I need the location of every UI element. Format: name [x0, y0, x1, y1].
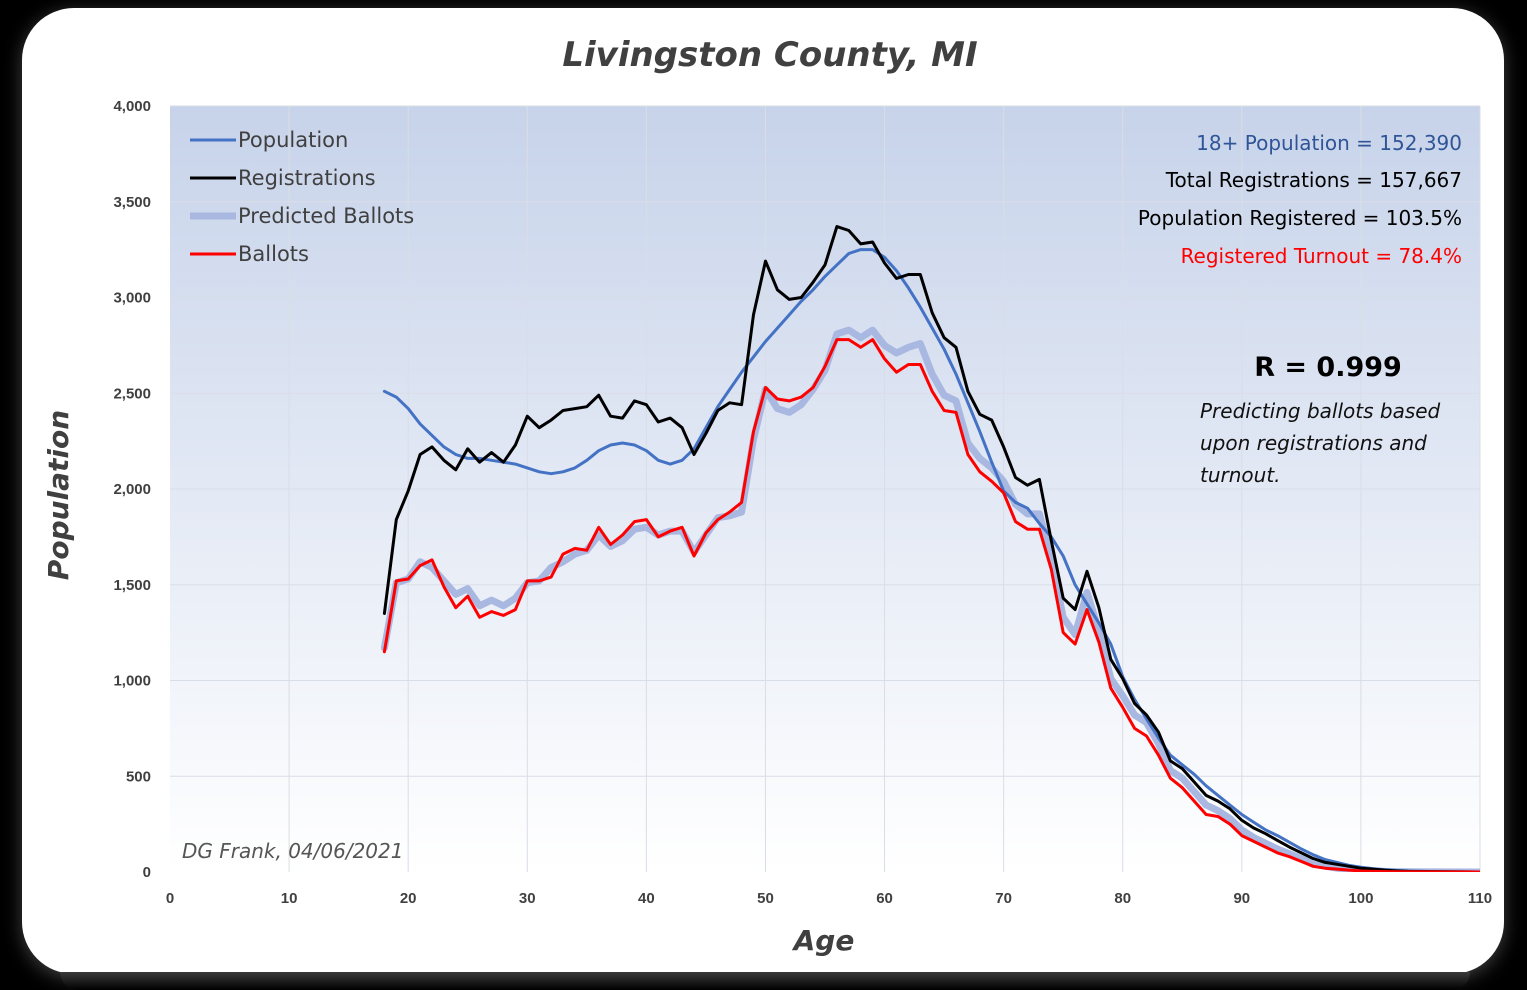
legend-label-predicted-ballots: Predicted Ballots — [238, 204, 414, 228]
x-tick-label: 10 — [281, 890, 298, 907]
x-axis-title: Age — [792, 924, 855, 957]
y-tick-label: 1,500 — [113, 577, 151, 594]
series-line-registrations — [382, 225, 1480, 872]
y-tick-label: 0 — [143, 864, 151, 881]
chart-title: Livingston County, MI — [562, 35, 977, 75]
legend-label-population: Population — [238, 128, 348, 152]
x-axis-ticks: 0 10 20 30 40 50 60 70 80 90 100 110 — [166, 890, 1492, 907]
author-credit: DG Frank, 04/06/2021 — [182, 839, 403, 863]
x-tick-label: 60 — [876, 890, 893, 907]
series-line-predicted-ballots — [380, 326, 1480, 872]
note-line-3: turnout. — [1200, 463, 1281, 487]
x-tick-label: 80 — [1114, 890, 1131, 907]
note-line-2: upon registrations and — [1200, 431, 1427, 455]
x-tick-label: 100 — [1348, 890, 1373, 907]
y-tick-label: 3,000 — [113, 290, 151, 307]
series-line-ballots — [382, 338, 1480, 872]
legend: Population Registrations Predicted Ballo… — [190, 128, 414, 266]
stat-population-registered: Population Registered = 103.5% — [1138, 206, 1462, 230]
y-tick-label: 500 — [126, 768, 151, 785]
y-tick-label: 3,500 — [113, 194, 151, 211]
series-layer — [380, 225, 1480, 872]
stat-population: 18+ Population = 152,390 — [1196, 131, 1462, 155]
x-tick-label: 20 — [400, 890, 417, 907]
x-tick-label: 70 — [995, 890, 1012, 907]
y-axis-title: Population — [42, 410, 75, 580]
r-value: R = 0.999 — [1254, 352, 1402, 383]
x-tick-label: 110 — [1468, 890, 1492, 907]
series-line-population — [382, 248, 1480, 872]
legend-label-registrations: Registrations — [238, 166, 376, 190]
x-tick-label: 40 — [638, 890, 655, 907]
note-line-1: Predicting ballots based — [1200, 399, 1441, 423]
y-tick-label: 1,000 — [113, 673, 151, 690]
stat-registrations: Total Registrations = 157,667 — [1165, 168, 1462, 192]
legend-label-ballots: Ballots — [238, 242, 309, 266]
y-axis-ticks: 0 500 1,000 1,500 2,000 2,500 3,000 3,500 4,000 — [113, 98, 151, 881]
stat-registered-turnout: Registered Turnout = 78.4% — [1181, 244, 1462, 268]
x-tick-label: 30 — [519, 890, 536, 907]
y-tick-label: 4,000 — [113, 98, 151, 115]
x-tick-label: 90 — [1233, 890, 1250, 907]
y-tick-label: 2,500 — [113, 385, 151, 402]
x-tick-label: 0 — [166, 890, 174, 907]
card-shadow — [60, 972, 1470, 990]
x-tick-label: 50 — [757, 890, 774, 907]
y-tick-label: 2,000 — [113, 481, 151, 498]
